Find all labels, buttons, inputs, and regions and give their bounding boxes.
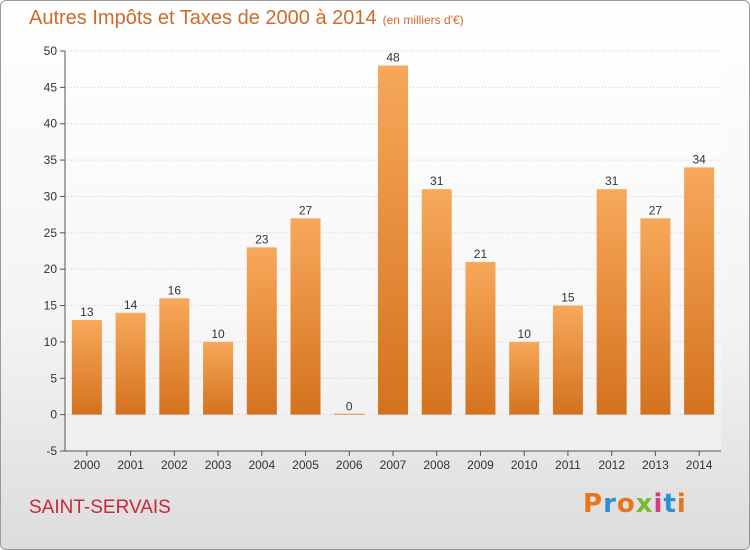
y-tick-label: 50: [44, 44, 58, 58]
proxiti-logo: Proxiti: [583, 489, 687, 519]
x-tick-label: 2000: [74, 458, 101, 472]
x-tick-label: 2006: [336, 458, 363, 472]
bar-2010: [509, 341, 540, 415]
bar-2011: [552, 305, 583, 415]
bar-value-label: 14: [124, 298, 138, 312]
x-tick-label: 2014: [686, 458, 713, 472]
bar-2013: [640, 218, 671, 415]
bar-2014: [684, 167, 715, 415]
bar-2001: [115, 312, 146, 415]
x-tick-label: 2012: [598, 458, 625, 472]
bar-value-label: 27: [299, 203, 313, 217]
bar-value-label: 21: [474, 247, 488, 261]
bar-2003: [203, 341, 234, 415]
bar-2007: [378, 65, 408, 415]
bar-value-label: 13: [80, 305, 94, 319]
bar-value-label: 0: [346, 400, 353, 414]
bar-value-label: 10: [211, 327, 225, 341]
bar-2006: [334, 413, 365, 415]
x-tick-label: 2013: [642, 458, 669, 472]
x-tick-label: 2002: [161, 458, 188, 472]
bar-value-label: 34: [692, 152, 706, 166]
bar-value-label: 10: [518, 327, 532, 341]
bar-value-label: 15: [561, 291, 575, 305]
bar-2012: [596, 189, 627, 415]
bar-value-label: 31: [605, 174, 619, 188]
x-tick-label: 2005: [292, 458, 319, 472]
bar-value-label: 27: [649, 203, 663, 217]
logo-letter: i: [653, 489, 664, 519]
logo-letter: o: [616, 489, 636, 519]
y-tick-label: -5: [46, 444, 57, 458]
x-tick-label: 2003: [205, 458, 232, 472]
x-tick-label: 2011: [555, 458, 581, 472]
y-tick-label: 45: [44, 80, 58, 94]
bar-2008: [421, 189, 452, 415]
bar-2005: [290, 218, 321, 415]
logo-letter: P: [583, 489, 604, 519]
bar-value-label: 16: [168, 283, 182, 297]
bar-2004: [246, 247, 277, 415]
x-tick-label: 2001: [117, 458, 144, 472]
chart-subtitle: (en milliers d'€): [382, 13, 464, 27]
x-tick-label: 2004: [248, 458, 275, 472]
logo-letter: x: [635, 489, 654, 519]
bar-value-label: 48: [386, 51, 400, 65]
y-tick-label: 30: [44, 189, 58, 203]
bar-value-label: 23: [255, 232, 269, 246]
bar-value-label: 31: [430, 174, 444, 188]
y-tick-label: 0: [50, 408, 57, 422]
y-tick-label: 25: [44, 226, 58, 240]
chart-title-block: Autres Impôts et Taxes de 2000 à 2014 (en…: [29, 7, 464, 30]
logo-letter: r: [603, 489, 617, 519]
x-tick-label: 2010: [511, 458, 538, 472]
x-tick-label: 2008: [423, 458, 450, 472]
y-tick-label: 10: [44, 335, 58, 349]
y-tick-label: 40: [44, 117, 58, 131]
y-tick-label: 20: [44, 262, 58, 276]
y-tick-label: 35: [44, 153, 58, 167]
y-tick-label: 5: [50, 371, 57, 385]
bar-2009: [465, 261, 496, 415]
chart-title: Autres Impôts et Taxes de 2000 à 2014: [29, 7, 377, 29]
bar-2000: [71, 320, 102, 415]
y-tick-label: 15: [44, 299, 58, 313]
logo-letter: t: [663, 489, 677, 519]
logo-letter: i: [676, 489, 687, 519]
bar-2002: [159, 298, 190, 415]
x-tick-label: 2007: [380, 458, 407, 472]
x-tick-label: 2009: [467, 458, 494, 472]
place-name: SAINT-SERVAIS: [29, 497, 171, 518]
